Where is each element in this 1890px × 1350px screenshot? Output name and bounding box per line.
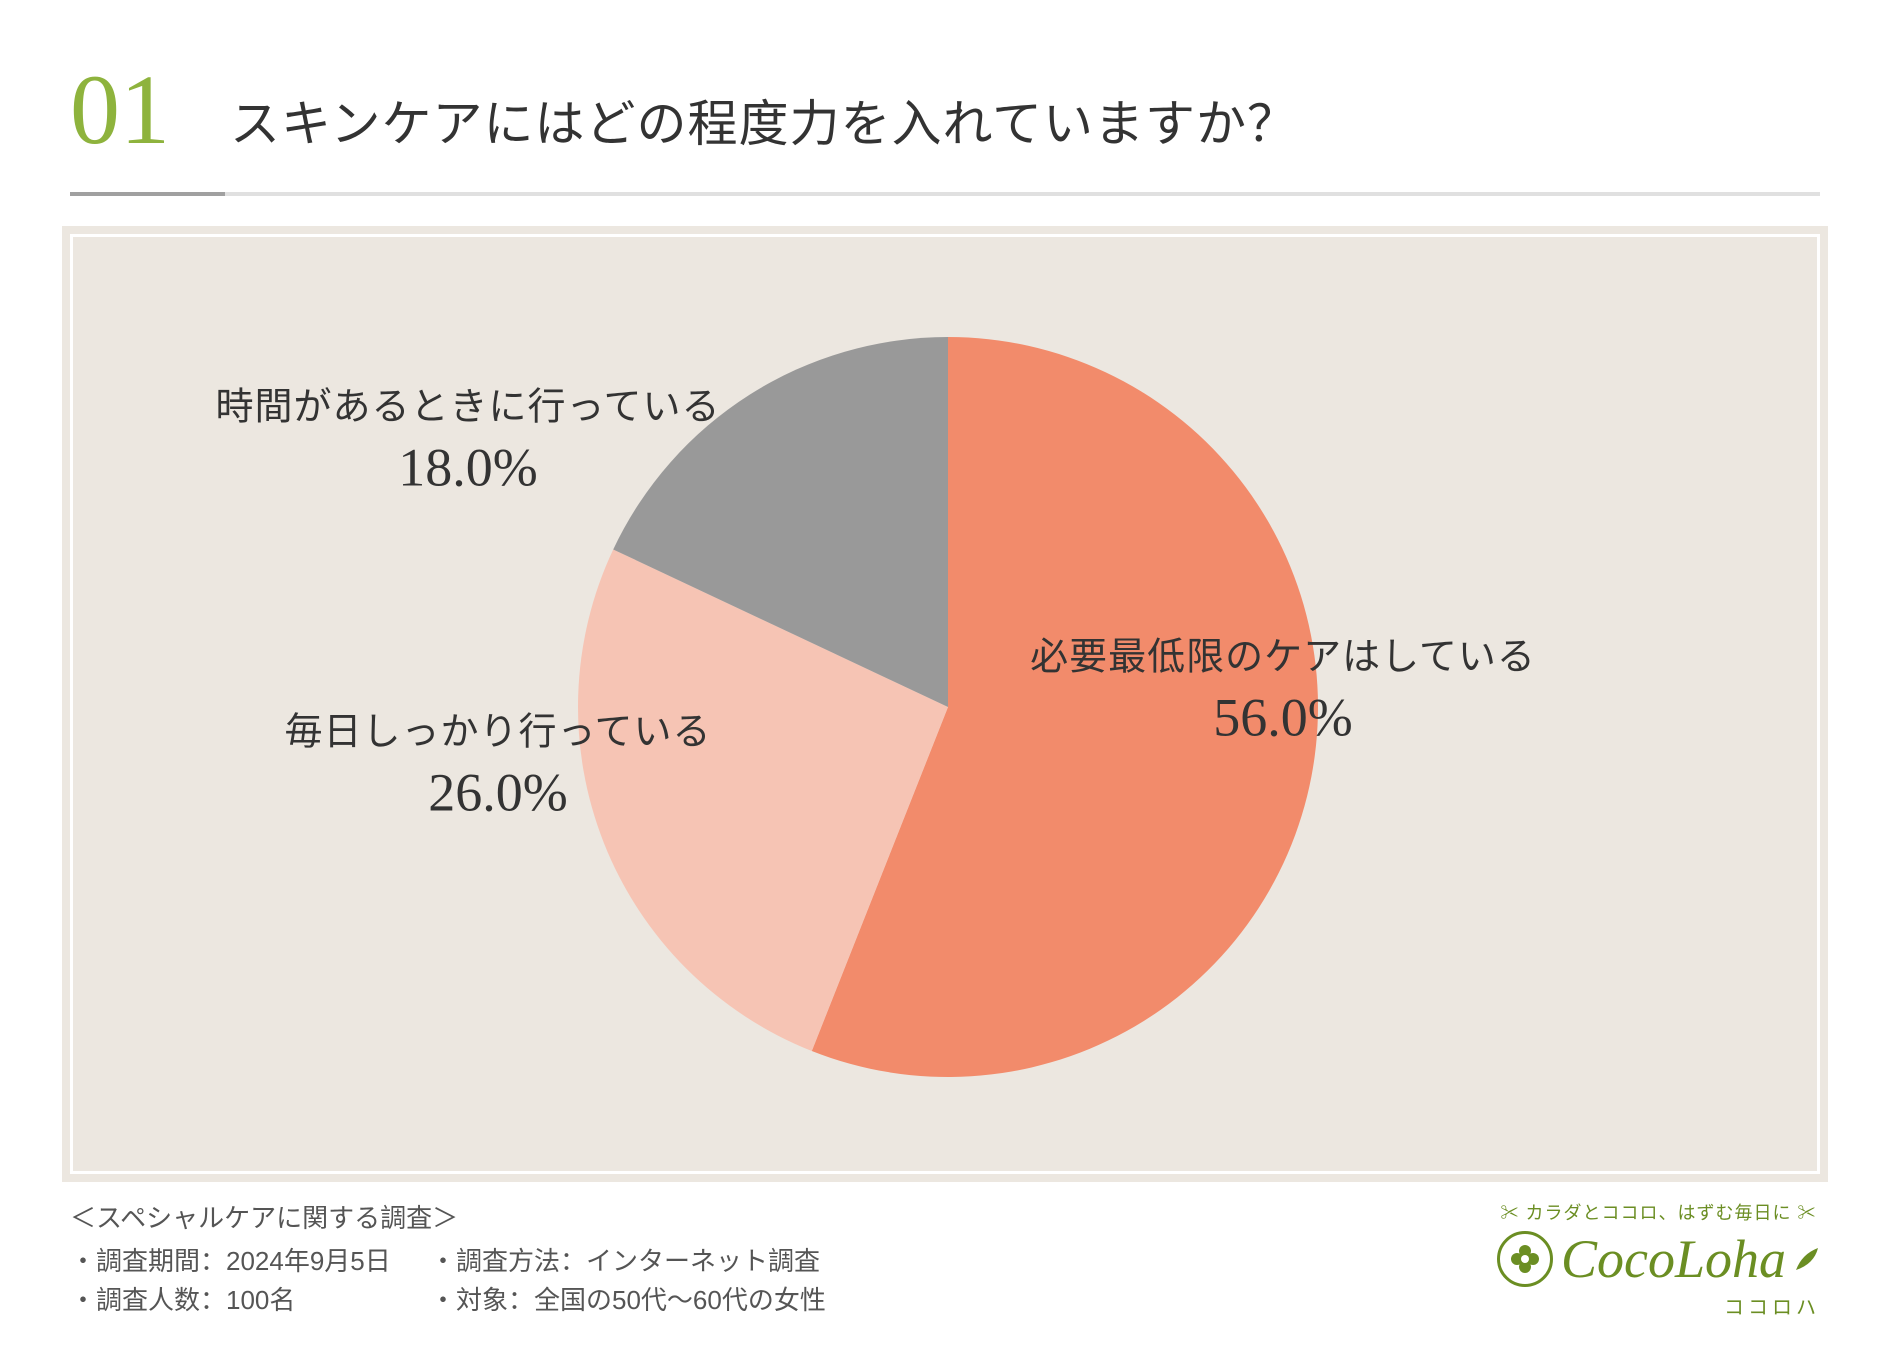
slice-label-text: 時間があるときに行っている bbox=[215, 376, 720, 431]
question-number: 01 bbox=[70, 60, 170, 160]
survey-target: ・対象：全国の50代〜60代の女性 bbox=[430, 1281, 826, 1320]
logo-name: CocoLoha bbox=[1497, 1231, 1820, 1287]
slice-label-text: 毎日しっかり行っている bbox=[284, 701, 711, 756]
slice-label-text: 必要最低限のケアはしている bbox=[1030, 626, 1536, 681]
survey-period: ・調査期間：2024年9月5日 bbox=[70, 1242, 430, 1281]
title-underline bbox=[70, 192, 1820, 196]
title-underline-accent bbox=[70, 192, 225, 196]
survey-title: ＜スペシャルケアに関する調査＞ bbox=[70, 1199, 826, 1238]
survey-info: ＜スペシャルケアに関する調査＞ ・調査期間：2024年9月5日 ・調査方法：イン… bbox=[70, 1199, 826, 1320]
logo-tagline: ✂ カラダとココロ、はずむ毎日に ✂ bbox=[1497, 1199, 1820, 1225]
survey-count: ・調査人数：100名 bbox=[70, 1281, 430, 1320]
logo: ✂ カラダとココロ、はずむ毎日に ✂ CocoLoha ココロハ bbox=[1497, 1199, 1820, 1320]
pie-slice-label: 毎日しっかり行っている 26.0% bbox=[284, 701, 711, 824]
slice-label-value: 26.0% bbox=[284, 762, 711, 824]
pie-slice-label: 時間があるときに行っている 18.0% bbox=[215, 376, 720, 499]
logo-sub: ココロハ bbox=[1497, 1291, 1820, 1320]
pie-slice-label: 必要最低限のケアはしている 56.0% bbox=[1030, 626, 1536, 749]
question-title: スキンケアにはどの程度力を入れていますか？ bbox=[230, 60, 1298, 156]
leaf-icon bbox=[1794, 1246, 1820, 1272]
slice-label-value: 18.0% bbox=[215, 437, 720, 499]
survey-method: ・調査方法：インターネット調査 bbox=[430, 1242, 820, 1281]
clover-icon bbox=[1497, 1231, 1553, 1287]
slice-label-value: 56.0% bbox=[1030, 687, 1536, 749]
chart-container: 必要最低限のケアはしている 56.0% 毎日しっかり行っている 26.0% 時間があると… bbox=[70, 234, 1820, 1174]
footer: ＜スペシャルケアに関する調査＞ ・調査期間：2024年9月5日 ・調査方法：イン… bbox=[70, 1199, 1820, 1320]
